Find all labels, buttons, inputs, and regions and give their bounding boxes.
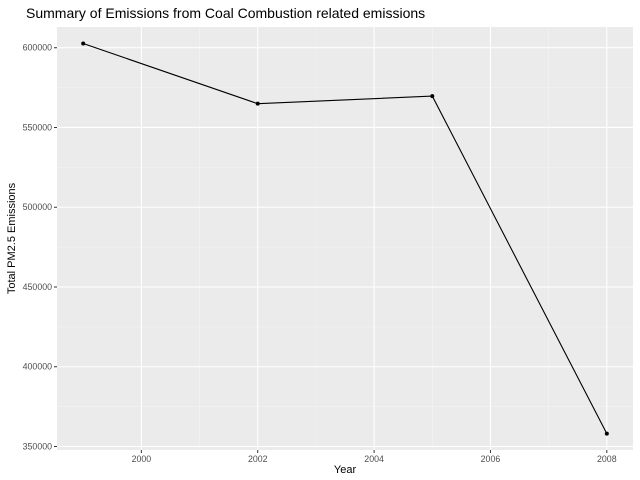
- y-tick-label: 500000: [23, 202, 52, 212]
- data-point: [255, 101, 260, 106]
- x-axis: 2000 2002 2004 2006 2008: [132, 450, 617, 464]
- x-tick-label: 2006: [481, 454, 501, 464]
- data-point: [430, 94, 435, 99]
- series-line: [83, 42, 608, 434]
- y-axis: 350000 400000 450000 500000 550000 600000: [23, 43, 57, 451]
- series-layer: [81, 41, 609, 436]
- plot-panel: [57, 27, 633, 450]
- x-tick-label: 2008: [597, 454, 617, 464]
- y-tick-label: 550000: [23, 122, 52, 132]
- y-tick-label: 400000: [23, 362, 52, 372]
- data-point: [604, 431, 609, 436]
- major-gridlines: [57, 27, 633, 450]
- chart-title: Summary of Emissions from Coal Combustio…: [26, 5, 425, 21]
- y-tick-label: 350000: [23, 441, 52, 451]
- x-tick-label: 2002: [248, 454, 268, 464]
- data-point: [81, 41, 86, 46]
- y-tick-label: 600000: [23, 43, 52, 53]
- y-tick-label: 450000: [23, 282, 52, 292]
- x-axis-title: Year: [334, 464, 357, 476]
- x-tick-label: 2004: [364, 454, 384, 464]
- y-axis-title: Total PM2.5 Emissions: [6, 182, 18, 294]
- x-tick-label: 2000: [132, 454, 152, 464]
- minor-gridlines: [57, 27, 633, 450]
